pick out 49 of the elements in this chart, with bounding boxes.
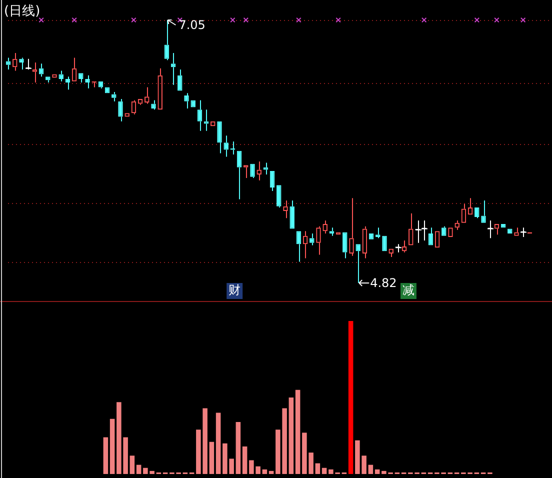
bar bbox=[368, 464, 374, 474]
annotation: 7.05 bbox=[178, 18, 206, 32]
candlestick bbox=[85, 74, 90, 89]
candlestick bbox=[236, 150, 242, 200]
candlestick bbox=[184, 92, 189, 109]
bar bbox=[216, 412, 221, 474]
candlestick bbox=[46, 76, 50, 84]
candlestick bbox=[376, 227, 380, 239]
bar bbox=[268, 470, 274, 474]
candlestick bbox=[356, 244, 360, 284]
bar bbox=[136, 464, 142, 474]
bar bbox=[209, 442, 214, 474]
candlestick bbox=[204, 109, 209, 132]
bar bbox=[315, 463, 320, 474]
candlestick bbox=[178, 69, 182, 91]
bar bbox=[322, 468, 327, 474]
bar bbox=[348, 321, 354, 474]
candlestick bbox=[481, 200, 486, 223]
candlestick bbox=[290, 200, 294, 229]
bar bbox=[288, 398, 294, 474]
candlestick bbox=[164, 20, 170, 61]
bar bbox=[110, 418, 115, 474]
candlestick bbox=[224, 135, 228, 158]
candlestick bbox=[197, 100, 202, 132]
text: 减 bbox=[402, 283, 414, 298]
candlestick bbox=[342, 232, 348, 259]
bar bbox=[103, 437, 108, 474]
bar bbox=[262, 469, 268, 474]
bar bbox=[242, 446, 248, 474]
candlestick bbox=[310, 232, 314, 246]
bar bbox=[374, 469, 380, 474]
candlestick bbox=[78, 73, 84, 84]
candlestick bbox=[58, 70, 64, 82]
bar bbox=[236, 422, 241, 474]
text: 财 bbox=[228, 283, 241, 298]
candlestick bbox=[428, 227, 434, 246]
chart-title: (日线) bbox=[4, 3, 40, 20]
candlestick bbox=[112, 91, 116, 102]
annotation: 4.82 bbox=[370, 276, 397, 290]
candlestick bbox=[151, 100, 156, 110]
candlestick bbox=[263, 162, 268, 175]
candlestick bbox=[38, 63, 44, 78]
bar bbox=[130, 456, 135, 474]
candlestick bbox=[270, 170, 275, 192]
candlestick bbox=[118, 98, 123, 122]
candlestick bbox=[296, 231, 302, 262]
bar bbox=[295, 390, 300, 474]
candlestick bbox=[19, 57, 24, 70]
candlestick bbox=[329, 227, 334, 236]
